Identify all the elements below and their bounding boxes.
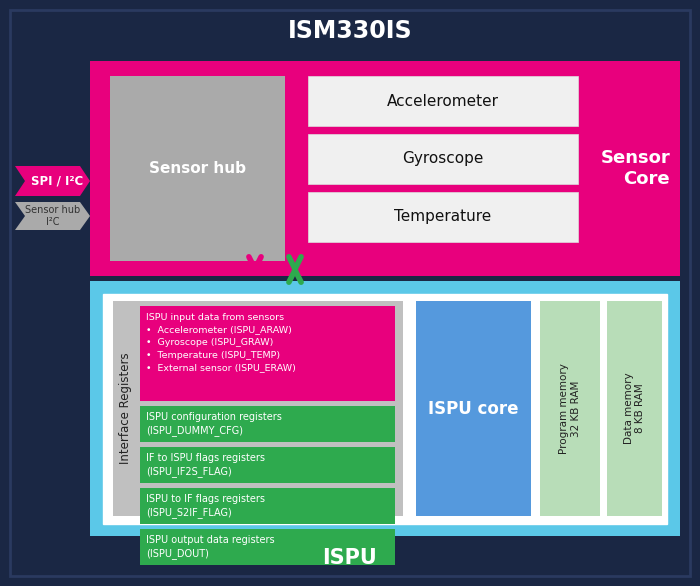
Text: Data memory
8 KB RAM: Data memory 8 KB RAM (624, 373, 645, 444)
Bar (140, 529, 395, 565)
Text: ISM330IS: ISM330IS (288, 19, 412, 43)
Text: Program memory
32 KB RAM: Program memory 32 KB RAM (559, 363, 581, 454)
Text: ISPU: ISPU (323, 548, 377, 568)
Bar (607, 301, 662, 516)
Text: Sensor hub
I²C: Sensor hub I²C (25, 205, 81, 227)
Text: SPI / I²C: SPI / I²C (31, 175, 83, 188)
Text: ISPU to IF flags registers
(ISPU_S2IF_FLAG): ISPU to IF flags registers (ISPU_S2IF_FL… (146, 494, 265, 518)
Text: ISPU output data registers
(ISPU_DOUT): ISPU output data registers (ISPU_DOUT) (146, 535, 274, 559)
Bar (140, 306, 395, 401)
Bar (113, 301, 403, 516)
Text: IF to ISPU flags registers
(ISPU_IF2S_FLAG): IF to ISPU flags registers (ISPU_IF2S_FL… (146, 453, 265, 477)
Text: Interface Registers: Interface Registers (120, 353, 132, 464)
Bar (308, 134, 578, 184)
Bar (90, 281, 680, 536)
Bar (140, 406, 395, 442)
Text: Sensor hub: Sensor hub (149, 161, 246, 176)
Text: Accelerometer: Accelerometer (387, 94, 499, 108)
Bar (308, 192, 578, 242)
Polygon shape (15, 166, 90, 196)
Text: Temperature: Temperature (394, 210, 491, 224)
Text: ISPU input data from sensors
•  Accelerometer (ISPU_ARAW)
•  Gyroscope (ISPU_GRA: ISPU input data from sensors • Accelerom… (146, 313, 296, 372)
Bar (103, 294, 667, 524)
Text: Gyroscope: Gyroscope (402, 152, 484, 166)
Polygon shape (15, 202, 90, 230)
Text: Sensor
Core: Sensor Core (601, 149, 670, 188)
Text: ISPU core: ISPU core (428, 400, 519, 417)
Bar (540, 301, 600, 516)
Bar (416, 301, 531, 516)
Text: ISPU configuration registers
(ISPU_DUMMY_CFG): ISPU configuration registers (ISPU_DUMMY… (146, 412, 282, 436)
Bar (90, 61, 680, 276)
Bar (308, 76, 578, 126)
Bar (140, 488, 395, 524)
Bar (140, 447, 395, 483)
Bar (110, 76, 285, 261)
